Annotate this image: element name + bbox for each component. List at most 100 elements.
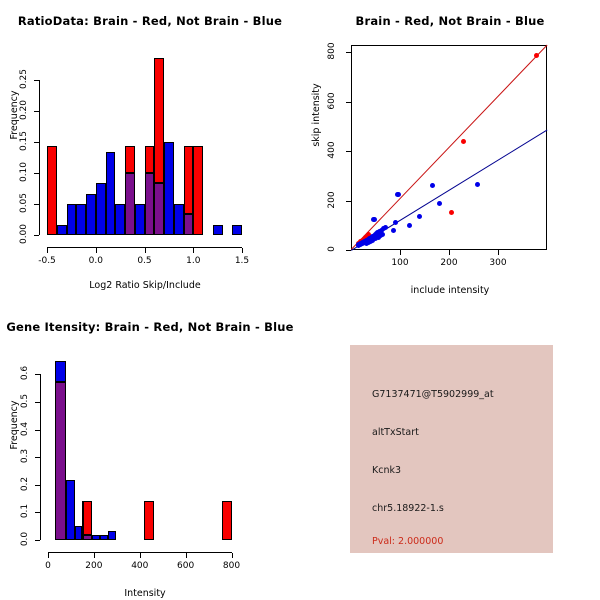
scatter-point-red [448,209,454,215]
histogram-bar-blue [95,183,106,235]
gene-x-axis-title: Intensity [124,588,166,599]
panel-intensity-scatter: Brain - Red, Not Brain - Blue skip inten… [300,0,600,300]
x-axis-tick [48,553,49,558]
x-axis-tick-label: 400 [131,561,149,571]
y-axis-tick-label: 400 [327,141,337,159]
y-axis-tick-label: 0.25 [19,68,29,89]
event-type-text: altTxStart [372,427,419,438]
pval-text: Pval: 2.000000 [372,536,444,547]
histogram-bar-overlap [154,183,165,235]
scatter-x-axis-title: include intensity [410,285,490,296]
x-axis-tick-label: 0.5 [137,256,152,266]
histogram-bar-blue [86,193,96,235]
scatter-point-blue [371,217,377,223]
histogram-bar-blue [232,224,243,235]
x-axis-tick-label: 0.0 [88,256,103,266]
y-axis-tick [35,457,40,459]
histogram-bar [144,146,155,173]
histogram-bar [125,146,135,173]
y-axis-tick [346,151,351,153]
x-axis-tick [193,248,195,253]
histogram-bar-overlap [54,382,67,540]
histogram-bar-blue [173,204,184,235]
x-axis-line [48,552,232,553]
scatter-point-blue [417,214,423,220]
ratio-x-axis-title: Log2 Ratio Skip/Include [89,280,201,291]
gene-symbol-text: Kcnk3 [372,465,402,476]
x-axis-tick [95,248,97,253]
histogram-bar [54,360,67,383]
y-axis-tick-label: 0.6 [20,366,30,381]
y-axis-tick [34,79,39,81]
y-axis-tick-label: 0.00 [19,223,29,245]
panel-gene-intensity-histogram: Gene Itensity: Brain - Red, Not Brain - … [0,300,300,600]
y-axis-tick [35,512,40,514]
scatter-frame [351,45,547,250]
x-axis-line [47,247,242,248]
gene-y-axis-title: Frequency [9,400,20,450]
histogram-bar-blue [115,204,126,235]
y-axis-tick [35,374,40,376]
y-axis-tick [346,52,351,54]
x-axis-tick-label: 300 [489,258,507,268]
gene-plot-title: Gene Itensity: Brain - Red, Not Brain - … [6,320,294,334]
x-axis-tick-label: 800 [222,561,241,571]
histogram-bar-blue [76,204,87,235]
histogram-bar-blue [56,224,67,235]
probe-id-text: G7137471@T5902999_at [372,389,494,400]
histogram-bar-blue [105,152,116,235]
histogram-bar-blue [108,530,117,540]
scatter-point-blue [379,232,385,238]
y-axis-tick-label: 0 [327,246,337,252]
scatter-point-blue [390,228,396,234]
scatter-point-red [533,53,539,59]
scatter-point-blue [395,192,401,198]
x-axis-tick [231,553,233,558]
scatter-point-blue [355,242,361,248]
y-axis-tick [34,141,39,143]
coordinates-text: chr5.18922-1.s [372,503,444,514]
histogram-bar [154,57,165,184]
y-axis-tick-label: 0.20 [19,99,29,120]
scatter-plot-title: Brain - Red, Not Brain - Blue [355,14,545,28]
x-axis-tick [400,250,401,255]
y-axis-tick [346,200,351,202]
y-axis-tick-label: 0.05 [19,192,29,214]
histogram-bar-blue [100,535,109,540]
gene-info-box: G7137471@T5902999_at altTxStart Kcnk3 ch… [350,345,553,553]
histogram-bar-red [193,146,204,235]
y-axis-tick [346,101,351,103]
y-axis-tick [35,429,40,431]
histogram-bar-overlap [125,172,135,235]
y-axis-tick [35,484,40,486]
y-axis-tick [34,110,39,112]
scatter-point-red [461,138,467,144]
y-axis-tick [34,172,39,174]
histogram-bar-blue [134,204,145,235]
y-axis-line [40,374,41,540]
x-axis-tick [93,553,95,558]
histogram-bar-overlap [183,214,194,235]
x-axis-tick-label: 200 [85,561,103,571]
x-axis-tick-label: 600 [177,561,195,571]
y-axis-tick [35,540,40,541]
y-axis-tick-label: 600 [327,92,337,110]
panel-gene-info: G7137471@T5902999_at altTxStart Kcnk3 ch… [300,300,600,600]
panel-ratio-histogram: RatioData: Brain - Red, Not Brain - Blue… [0,0,300,300]
x-axis-tick-label: 0 [45,561,51,571]
scatter-point-blue [474,181,480,188]
scatter-point-blue [429,182,435,188]
x-axis-tick [47,248,48,253]
y-axis-tick [346,250,351,251]
histogram-bar-blue [66,480,76,540]
y-axis-tick [35,401,40,403]
x-axis-tick [144,248,146,253]
scatter-point-blue [407,222,413,228]
x-axis-tick [139,553,141,558]
scatter-point-blue [372,236,379,242]
y-axis-tick-label: 200 [327,191,337,209]
histogram-bar-red [144,500,154,540]
scatter-point-blue [364,241,370,247]
y-axis-tick-label: 800 [327,42,337,60]
histogram-bar-blue [75,526,83,540]
